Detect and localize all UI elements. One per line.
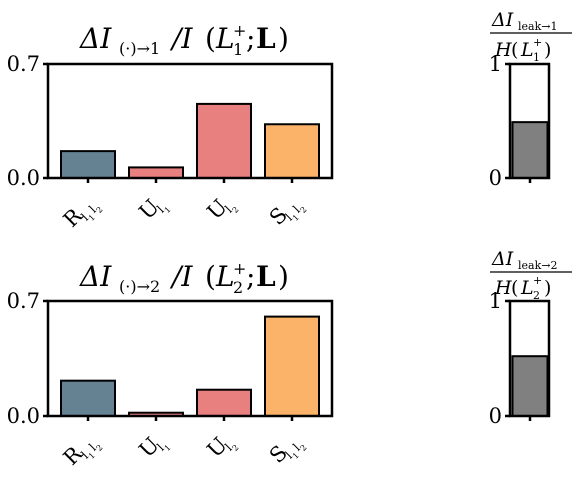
svg-text:1: 1 — [291, 213, 301, 223]
svg-text:1: 1 — [163, 205, 173, 215]
y-tick-label-panel-1-2: 0.7 — [7, 52, 40, 76]
x-tick-label-panel-1-2: Ul1 — [134, 195, 173, 224]
bar-panel-4-1 — [511, 355, 549, 418]
svg-text:+: + — [533, 274, 542, 287]
y-tick-label-panel-3-1: 0.0 — [7, 404, 40, 428]
svg-text:L: L — [256, 22, 276, 55]
svg-text:2: 2 — [299, 205, 309, 215]
svg-text:1: 1 — [291, 451, 301, 461]
svg-text:L: L — [215, 260, 235, 293]
svg-text:2: 2 — [233, 278, 243, 297]
svg-text:(: ( — [511, 277, 518, 299]
bar-panel-1-2 — [128, 166, 184, 180]
svg-text:H: H — [494, 277, 512, 299]
svg-text:/I: /I — [169, 22, 193, 55]
bar-panel-1-4 — [264, 123, 320, 179]
svg-text:(: ( — [205, 260, 216, 293]
svg-text:(·)→2: (·)→2 — [119, 277, 160, 296]
svg-text:/I: /I — [169, 260, 193, 293]
svg-text:1: 1 — [163, 443, 173, 453]
svg-text:): ) — [278, 260, 289, 293]
bar-panel-3-3 — [196, 388, 252, 418]
svg-text:2: 2 — [299, 443, 309, 453]
svg-text:L: L — [520, 277, 534, 299]
svg-text:1: 1 — [233, 40, 243, 59]
bar-panel-1-3 — [196, 102, 252, 179]
svg-text:+: + — [233, 21, 246, 40]
x-tick-label-panel-3-3: Ul2 — [202, 433, 241, 462]
y-tick-label-panel-2-1: 0 — [489, 166, 502, 190]
svg-text:2: 2 — [533, 289, 540, 302]
title-panel-4: ΔI leak→2 H ( L + 2 ) — [490, 248, 572, 302]
bar-panel-2-1 — [511, 121, 549, 179]
svg-text:(: ( — [205, 22, 216, 55]
svg-text:+: + — [233, 259, 246, 278]
svg-text:L: L — [256, 260, 276, 293]
svg-text:ΔI: ΔI — [491, 9, 514, 31]
y-tick-label-panel-3-2: 0.7 — [7, 289, 40, 313]
svg-text:1: 1 — [533, 51, 540, 64]
axes-frame-panel-1 — [46, 62, 334, 180]
svg-text:ΔI: ΔI — [79, 22, 112, 55]
svg-text:): ) — [544, 39, 551, 61]
x-tick-label-panel-3-2: Ul1 — [134, 433, 173, 462]
svg-text:(: ( — [511, 39, 518, 61]
svg-text:ΔI: ΔI — [491, 248, 514, 270]
svg-text:+: + — [533, 36, 542, 49]
axes-frame-panel-2 — [508, 62, 551, 180]
y-tick-label-panel-4-2: 1 — [489, 289, 502, 313]
title-panel-1: ΔI (·)→1 /I ( L + 1 ; L ) — [79, 21, 289, 59]
y-tick-label-panel-2-2: 1 — [489, 52, 502, 76]
svg-text:ΔI: ΔI — [79, 260, 112, 293]
svg-text:L: L — [520, 39, 534, 61]
svg-text:;: ; — [246, 22, 255, 55]
y-tick-label-panel-1-1: 0.0 — [7, 166, 40, 190]
axes-frame-panel-4 — [508, 299, 551, 418]
bar-panel-1-1 — [60, 150, 116, 179]
svg-text:2: 2 — [231, 443, 241, 453]
svg-text:H: H — [494, 39, 512, 61]
svg-text:leak→1: leak→1 — [518, 20, 557, 33]
x-tick-label-panel-1-3: Ul2 — [202, 195, 241, 224]
axes-frame-panel-3 — [46, 299, 334, 418]
svg-text:1: 1 — [87, 213, 97, 223]
bar-panel-3-4 — [264, 315, 320, 418]
svg-text:): ) — [278, 22, 289, 55]
svg-text:leak→2: leak→2 — [518, 259, 557, 272]
svg-text:2: 2 — [231, 205, 241, 215]
svg-text:(·)→1: (·)→1 — [119, 39, 160, 58]
svg-text:L: L — [215, 22, 235, 55]
y-tick-label-panel-4-1: 0 — [489, 404, 502, 428]
svg-text:): ) — [544, 277, 551, 299]
svg-text:;: ; — [246, 260, 255, 293]
title-panel-2: ΔI leak→1 H ( L + 1 ) — [490, 9, 572, 64]
svg-text:2: 2 — [95, 443, 105, 453]
bar-panel-3-1 — [60, 379, 116, 417]
title-panel-3: ΔI (·)→2 /I ( L + 2 ; L ) — [79, 259, 289, 297]
svg-text:2: 2 — [95, 205, 105, 215]
svg-text:1: 1 — [87, 451, 97, 461]
